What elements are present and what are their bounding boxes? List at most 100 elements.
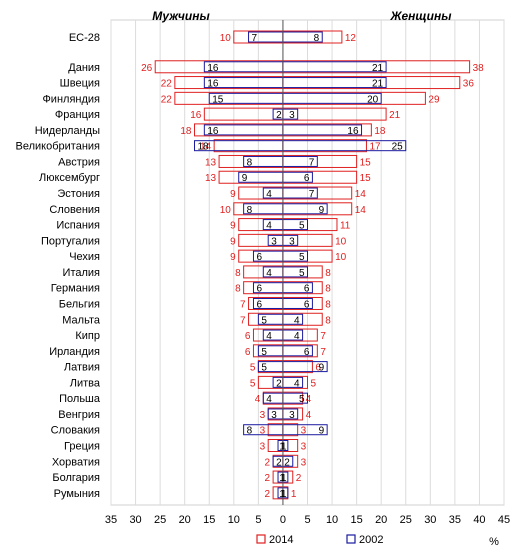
data-label-2014-women: 4: [306, 410, 312, 421]
data-label-2014-men: 13: [205, 173, 217, 184]
data-label-2002-women: 5: [299, 252, 305, 263]
category-label: Великобритания: [16, 141, 101, 153]
data-label-2002-men: 8: [247, 205, 253, 216]
x-axis-unit: %: [489, 536, 499, 548]
data-label-2002-men: 4: [266, 221, 272, 232]
data-label-2002-men: 1: [281, 473, 287, 484]
data-label-2014-men: 22: [161, 94, 173, 105]
data-label-2014-women: 8: [325, 315, 331, 326]
data-label-2014-women: 8: [325, 284, 331, 295]
data-label-2014-men: 8: [235, 284, 241, 295]
category-label: Венгрия: [58, 409, 100, 421]
data-label-2014-men: 4: [255, 394, 261, 405]
data-label-2014-men: 9: [230, 236, 236, 247]
data-label-2014-women: 38: [473, 63, 485, 74]
data-label-2014-women: 5: [311, 378, 317, 389]
data-label-2014-men: 9: [230, 221, 236, 232]
x-tick-label: 20: [179, 514, 191, 526]
category-label: Хорватия: [52, 456, 100, 468]
data-label-2014-men: 16: [190, 110, 202, 121]
data-label-2002-men: 7: [252, 33, 258, 44]
data-label-2002-men: 1: [281, 489, 287, 500]
x-tick-label: 25: [400, 514, 412, 526]
header-women: Женщины: [390, 9, 453, 23]
data-label-2014-men: 2: [265, 457, 271, 468]
data-label-2002-men: 16: [207, 79, 219, 90]
data-label-2014-women: 1: [291, 489, 297, 500]
data-label-2002-women: 6: [304, 284, 310, 295]
category-label: Литва: [70, 377, 101, 389]
data-label-2002-women: 6: [304, 347, 310, 358]
x-tick-label: 45: [498, 514, 510, 526]
data-label-2002-women: 6: [304, 173, 310, 184]
category-label: Ирландия: [49, 346, 100, 358]
category-label: Эстония: [57, 188, 100, 200]
x-tick-labels: 35 30 25 20 15 10 5 0 5 10 15 20 25 30 35 40 45: [105, 514, 510, 526]
data-label-2002-women: 21: [372, 63, 384, 74]
x-tick-label: 5: [255, 514, 261, 526]
data-label-2002-men: 4: [266, 394, 272, 405]
category-label: Мальта: [62, 314, 101, 326]
data-label-2014-women: 7: [320, 331, 326, 342]
category-label: Италия: [63, 267, 101, 279]
data-label-2014-women: 10: [335, 236, 347, 247]
data-label-2002-men: 5: [261, 315, 267, 326]
category-label: Румыния: [54, 488, 100, 500]
data-label-2002-women: 5: [299, 221, 305, 232]
data-label-2002-women: 1: [279, 473, 285, 484]
category-label: Германия: [51, 283, 100, 295]
category-label: Австрия: [58, 156, 100, 168]
x-tick-label: 0: [280, 514, 286, 526]
data-label-2014-men: 26: [141, 63, 153, 74]
data-label-2014-women: 3: [301, 426, 307, 437]
data-label-2014-women: 29: [428, 94, 440, 105]
data-label-2002-women: 9: [319, 205, 325, 216]
data-label-2002-men: 6: [256, 252, 262, 263]
category-label: Люксембург: [39, 172, 100, 184]
data-label-2014-men: 9: [230, 189, 236, 200]
data-label-2002-women: 4: [294, 315, 300, 326]
data-label-2002-men: 6: [256, 299, 262, 310]
data-label-2014-men: 7: [240, 299, 246, 310]
data-label-2014-men: 3: [260, 426, 266, 437]
category-label: Кипр: [75, 330, 100, 342]
data-label-2002-women: 3: [289, 410, 295, 421]
category-label: Словакия: [51, 425, 100, 437]
data-label-2002-men: 3: [271, 410, 277, 421]
x-tick-label: 30: [129, 514, 141, 526]
data-label-2014-women: 4: [306, 394, 312, 405]
x-tick-label: 20: [375, 514, 387, 526]
header-men: Мужчины: [152, 9, 210, 23]
category-label: Португалия: [41, 235, 100, 247]
data-label-2002-men: 4: [266, 189, 272, 200]
data-label-2014-men: 5: [250, 378, 256, 389]
data-label-2014-men: 9: [230, 252, 236, 263]
data-label-2014-women: 15: [360, 173, 372, 184]
data-label-2002-men: 2: [276, 110, 282, 121]
x-tick-label: 35: [449, 514, 461, 526]
data-label-2014-men: 10: [220, 33, 232, 44]
x-tick-label: 10: [326, 514, 338, 526]
data-label-2002-women: 5: [299, 268, 305, 279]
data-label-2002-men: 3: [271, 236, 277, 247]
data-label-2002-men: 8: [247, 157, 253, 168]
data-label-2014-men: 14: [200, 142, 212, 153]
data-label-2014-women: 18: [374, 126, 386, 137]
category-label: Бельгия: [59, 298, 100, 310]
x-tick-label: 25: [154, 514, 166, 526]
data-label-2014-women: 8: [325, 299, 331, 310]
data-label-2014-men: 3: [260, 410, 266, 421]
data-label-2014-women: 7: [320, 347, 326, 358]
data-label-2002-women: 1: [279, 489, 285, 500]
data-label-2014-women: 17: [369, 142, 381, 153]
category-label: Словения: [49, 204, 100, 216]
data-label-2002-women: 16: [347, 126, 359, 137]
data-label-2014-women: 6: [315, 363, 321, 374]
data-label-2014-women: 2: [296, 473, 302, 484]
category-label: Греция: [64, 441, 100, 453]
data-label-2002-women: 21: [372, 79, 384, 90]
data-label-2002-men: 2: [276, 457, 282, 468]
data-label-2002-men: 9: [242, 173, 248, 184]
data-label-2014-women: 3: [301, 457, 307, 468]
data-label-2002-men: 18: [198, 142, 210, 153]
